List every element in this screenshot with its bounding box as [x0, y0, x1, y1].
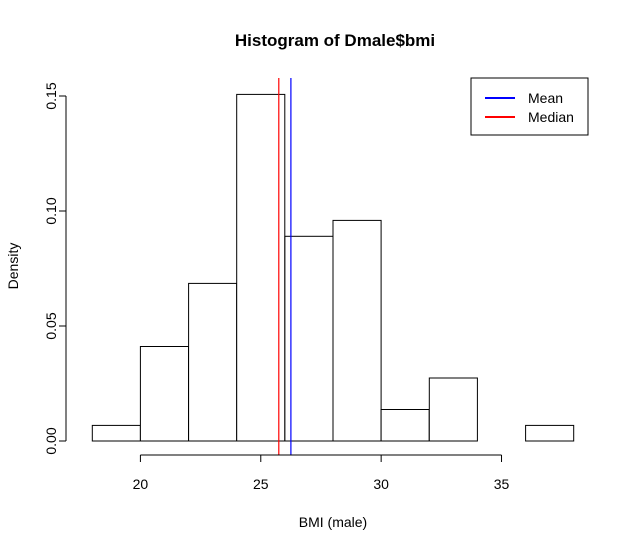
legend-label: Median [528, 109, 574, 125]
legend-box [470, 77, 589, 136]
histogram-bar [139, 346, 189, 442]
x-tick-label: 20 [133, 476, 149, 492]
y-axis-label: Density [5, 243, 21, 290]
chart-title: Histogram of Dmale$bmi [235, 31, 435, 50]
histogram-bar [380, 409, 430, 442]
legend: Mean Median [470, 77, 589, 136]
histogram-bar [91, 424, 141, 442]
y-tick-label: 0.00 [43, 427, 59, 454]
reference-lines-group [278, 78, 292, 455]
bars-group [91, 93, 575, 442]
x-axis: 20 25 30 35 [133, 454, 510, 492]
y-tick-label: 0.05 [43, 312, 59, 339]
histogram-bar [332, 219, 382, 442]
histogram-bar [284, 235, 334, 442]
histogram-bar [525, 424, 575, 442]
y-tick-label: 0.10 [43, 197, 59, 224]
x-tick-label: 25 [253, 476, 269, 492]
histogram-bar [428, 377, 478, 442]
x-axis-label: BMI (male) [299, 514, 367, 530]
y-axis: 0.00 0.05 0.10 0.15 [43, 82, 67, 455]
histogram-bar [188, 282, 238, 442]
y-tick-label: 0.15 [43, 82, 59, 109]
legend-label: Mean [528, 90, 563, 106]
x-tick-label: 35 [494, 476, 510, 492]
x-tick-label: 30 [373, 476, 389, 492]
histogram-bar [236, 93, 286, 442]
